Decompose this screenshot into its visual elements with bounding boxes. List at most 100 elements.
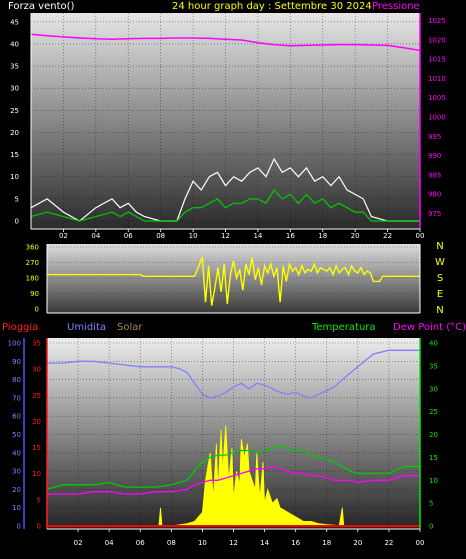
humidity-line xyxy=(47,349,420,399)
y-left-tick-label: 40 xyxy=(10,40,19,48)
pressure-axis-label: Pressione xyxy=(372,1,420,12)
temperature-tick-label: 10 xyxy=(429,477,438,485)
humidity-tick-label: 70 xyxy=(12,394,21,402)
temperature-tick-label: 20 xyxy=(429,431,438,439)
solar-area xyxy=(47,425,420,527)
wind-pressure-ticks: 0510152025303540459759809859909951000100… xyxy=(10,13,446,240)
humidity-tick-label: 20 xyxy=(12,486,21,494)
x-tick-label: 20 xyxy=(353,539,362,547)
y-left-tick-label: 0 xyxy=(35,306,39,314)
x-tick-label: 12 xyxy=(221,232,230,240)
x-tick-label: 10 xyxy=(189,232,198,240)
dewpoint-line xyxy=(47,465,420,495)
temperature-tick-label: 30 xyxy=(429,385,438,393)
wind-direction-series xyxy=(47,257,420,306)
y-right-tick-label: 995 xyxy=(428,133,441,141)
x-tick-label: 22 xyxy=(384,539,393,547)
solar-label: Solar xyxy=(117,322,143,333)
rain-tick-label: 25 xyxy=(32,392,41,400)
x-tick-label: 16 xyxy=(291,539,300,547)
y-left-tick-label: 5 xyxy=(15,195,19,203)
compass-label: E xyxy=(437,289,443,300)
x-tick-label: 10 xyxy=(198,539,207,547)
compass-label: N xyxy=(436,305,443,316)
x-tick-label: 02 xyxy=(59,232,68,240)
wind-direction-plot-area xyxy=(47,244,420,313)
x-tick-label: 08 xyxy=(167,539,176,547)
wind-axis-label: Forza vento() xyxy=(8,1,75,12)
x-tick-label: 22 xyxy=(383,232,392,240)
wind-direction-line xyxy=(47,257,420,306)
x-tick-label: 18 xyxy=(318,232,327,240)
y-right-tick-label: 1000 xyxy=(428,114,446,122)
rain-label: Pioggia xyxy=(2,322,38,333)
temperature-line xyxy=(46,445,420,491)
x-tick-label: 02 xyxy=(74,539,83,547)
wind-gust-line xyxy=(30,157,420,222)
rain-tick-label: 5 xyxy=(37,496,41,504)
y-right-tick-label: 990 xyxy=(428,152,441,160)
y-right-tick-label: 1005 xyxy=(428,94,446,102)
temperature-tick-label: 15 xyxy=(429,454,438,462)
x-tick-label: 18 xyxy=(322,539,331,547)
y-left-tick-label: 0 xyxy=(15,218,19,226)
humidity-temperature-series xyxy=(46,349,420,527)
y-left-tick-label: 90 xyxy=(30,290,39,298)
x-tick-label: 04 xyxy=(105,539,114,547)
compass-label: N xyxy=(436,241,443,252)
rain-tick-label: 10 xyxy=(32,470,41,478)
humidity-temperature-ticks: 0 10 20 30 40 50 60 70 80 90 10 00 5 10 15 20 25 30 35 0 5 10… xyxy=(8,338,438,547)
y-right-tick-label: 985 xyxy=(428,171,441,179)
x-tick-label: 00 xyxy=(416,539,425,547)
humidity-tick-label: 30 xyxy=(12,468,21,476)
y-right-tick-label: 1015 xyxy=(428,56,446,64)
humidity-tick-label: 50 xyxy=(12,431,21,439)
x-tick-label: 06 xyxy=(136,539,145,547)
chart-title: 24 hour graph day : Settembre 30 2024 xyxy=(172,1,372,12)
y-left-tick-label: 360 xyxy=(26,244,39,252)
rain-tick-label: 20 xyxy=(32,418,41,426)
humidity-tick-label: 60 xyxy=(12,413,21,421)
temperature-tick-label: 25 xyxy=(429,408,438,416)
y-left-tick-label: 30 xyxy=(10,85,19,93)
y-right-tick-label: 1020 xyxy=(428,36,446,44)
y-left-tick-label: 10 xyxy=(10,173,19,181)
temperature-tick-label: 0 xyxy=(429,523,433,531)
x-tick-label: 14 xyxy=(260,539,269,547)
y-left-tick-label: 25 xyxy=(10,107,19,115)
humidity-tick-label: 90 xyxy=(12,358,21,366)
x-tick-label: 14 xyxy=(253,232,262,240)
wind-pressure-series xyxy=(30,33,421,222)
y-left-tick-label: 35 xyxy=(10,63,19,71)
y-right-tick-label: 1025 xyxy=(428,17,446,25)
temperature-label: Temperatura xyxy=(311,322,376,333)
y-left-tick-label: 20 xyxy=(10,129,19,137)
y-right-tick-label: 975 xyxy=(428,210,441,218)
y-right-tick-label: 1010 xyxy=(428,75,446,83)
x-tick-label: 16 xyxy=(286,232,295,240)
humidity-tick-label: 40 xyxy=(12,449,21,457)
humidity-tick-label: 80 xyxy=(12,376,21,384)
humidity-label: Umidita xyxy=(67,322,106,333)
x-tick-label: 08 xyxy=(156,232,165,240)
rain-tick-label: 15 xyxy=(32,444,41,452)
x-tick-label: 20 xyxy=(351,232,360,240)
y-left-tick-label: 15 xyxy=(10,151,19,159)
rain-tick-label: 30 xyxy=(32,366,41,374)
x-tick-label: 04 xyxy=(91,232,100,240)
temperature-tick-label: 40 xyxy=(429,340,438,348)
x-tick-label: 06 xyxy=(124,232,133,240)
humidity-tick-label: 100 xyxy=(8,340,21,348)
humidity-tick-label: 0 xyxy=(17,523,21,531)
temperature-tick-label: 5 xyxy=(429,500,433,508)
y-left-tick-label: 45 xyxy=(10,18,19,26)
compass-label: S xyxy=(437,273,443,284)
dewpoint-label: Dew Point (°C) xyxy=(393,322,466,333)
rain-tick-label: 35 xyxy=(32,340,41,348)
x-tick-label: 12 xyxy=(229,539,238,547)
pressure-line xyxy=(30,33,421,52)
compass-label: W xyxy=(435,257,445,268)
y-right-tick-label: 980 xyxy=(428,191,441,199)
